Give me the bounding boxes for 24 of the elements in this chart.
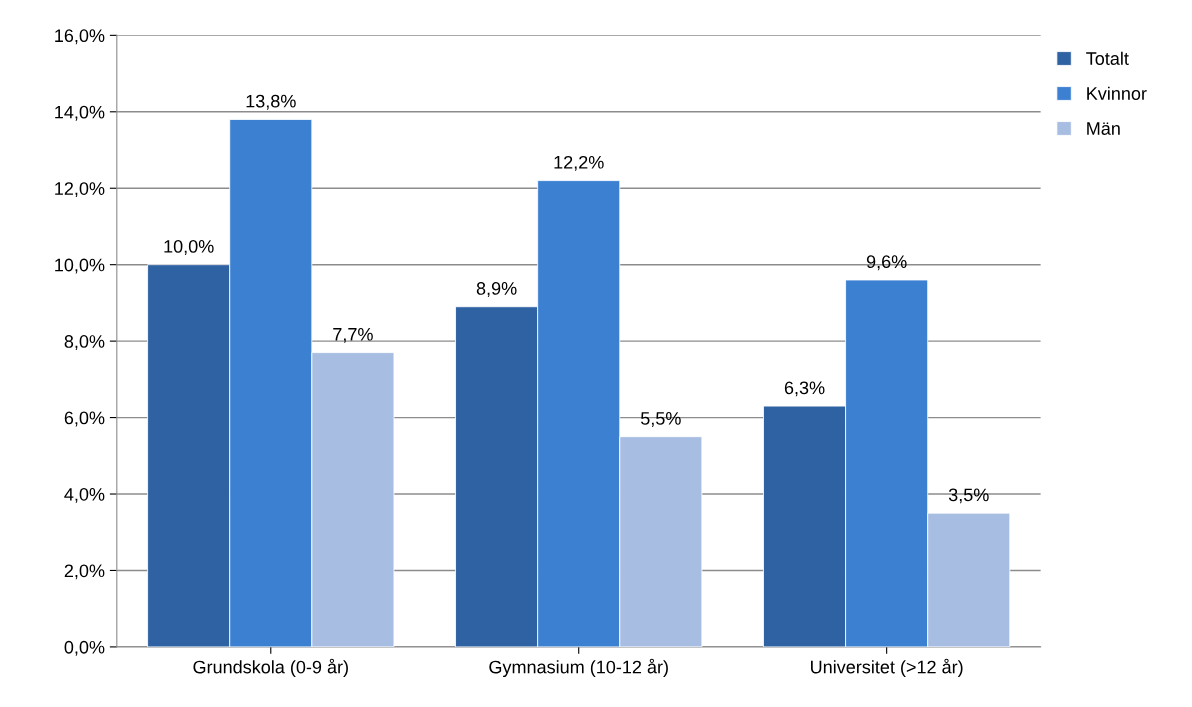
data-label: 12,2% bbox=[554, 155, 604, 171]
legend-label: Män bbox=[1087, 122, 1120, 135]
y-tick-label: 16,0% bbox=[55, 29, 105, 45]
y-tick-label: 2,0% bbox=[64, 564, 105, 580]
legend-label: Kvinnor bbox=[1087, 86, 1147, 100]
legend-label: Totalt bbox=[1086, 51, 1129, 65]
x-tick-label: Grundskola (0-9 år) bbox=[193, 658, 348, 677]
data-label: 7,7% bbox=[333, 327, 373, 343]
y-tick-label: 8,0% bbox=[64, 335, 105, 350]
x-tick-label: Gymnasium (10-12 år) bbox=[489, 658, 668, 678]
y-tick-label: 0,0% bbox=[64, 640, 105, 656]
data-label: 6,3% bbox=[784, 381, 825, 397]
y-tick-label: 4,0% bbox=[64, 487, 105, 503]
x-tick-label: Universitet (>12 år) bbox=[811, 658, 963, 677]
data-label: 5,5% bbox=[640, 412, 681, 427]
y-tick-label: 10,0% bbox=[55, 258, 105, 274]
y-tick-label: 14,0% bbox=[55, 105, 105, 121]
y-tick-label: 6,0% bbox=[64, 411, 105, 427]
data-label: 13,8% bbox=[246, 94, 296, 110]
data-label: 3,5% bbox=[948, 488, 989, 504]
data-label: 10,0% bbox=[164, 240, 214, 255]
data-label: 9,6% bbox=[866, 255, 907, 271]
data-label: 8,9% bbox=[476, 282, 517, 297]
y-tick-label: 12,0% bbox=[55, 182, 105, 198]
